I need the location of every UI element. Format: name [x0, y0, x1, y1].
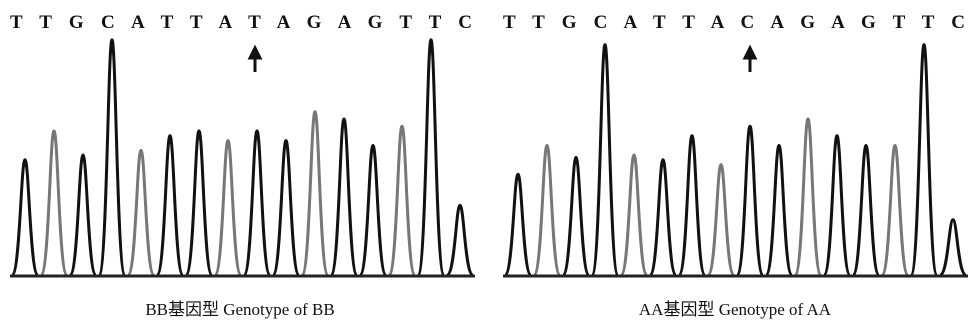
- peak: [679, 136, 705, 275]
- sequence: T T G C A T T A T A G A G T T C: [10, 12, 472, 33]
- peak: [534, 145, 560, 275]
- peak: [882, 145, 908, 275]
- peak: [592, 45, 618, 275]
- peak: [99, 40, 125, 275]
- peak: [360, 145, 386, 275]
- peak: [157, 136, 183, 275]
- figure: T T G C A T T A T A G A G T T C BB基因型 Ge…: [0, 0, 968, 329]
- caption: AA基因型 Genotype of AA: [639, 300, 832, 319]
- peak: [273, 141, 299, 275]
- peak: [708, 165, 734, 275]
- arrow: [745, 48, 755, 72]
- panel-aa: T T G C A T T A C A G A G T T C AA基因型 Ge…: [503, 12, 968, 319]
- peak: [41, 131, 67, 275]
- peak: [766, 145, 792, 275]
- peak: [302, 112, 328, 275]
- peak: [70, 155, 96, 275]
- peak: [940, 220, 966, 275]
- peak: [853, 145, 879, 275]
- peak: [505, 174, 531, 275]
- peak: [563, 157, 589, 275]
- peak: [795, 119, 821, 275]
- peak: [911, 45, 937, 275]
- panel-bb: T T G C A T T A T A G A G T T C BB基因型 Ge…: [10, 12, 475, 319]
- peak: [824, 136, 850, 275]
- peak: [331, 119, 357, 275]
- peak: [650, 160, 676, 275]
- peak: [128, 150, 154, 275]
- peak: [447, 205, 473, 275]
- peak: [621, 155, 647, 275]
- page: T T G C A T T A T A G A G T T C BB基因型 Ge…: [0, 0, 968, 329]
- sequence: T T G C A T T A C A G A G T T C: [503, 12, 965, 33]
- caption: BB基因型 Genotype of BB: [145, 300, 334, 319]
- peak: [12, 160, 38, 275]
- peak: [186, 131, 212, 275]
- peak: [244, 131, 270, 275]
- peak: [418, 40, 444, 275]
- arrow: [250, 48, 260, 72]
- peak: [215, 141, 241, 275]
- peak: [389, 126, 415, 275]
- peak: [737, 126, 763, 275]
